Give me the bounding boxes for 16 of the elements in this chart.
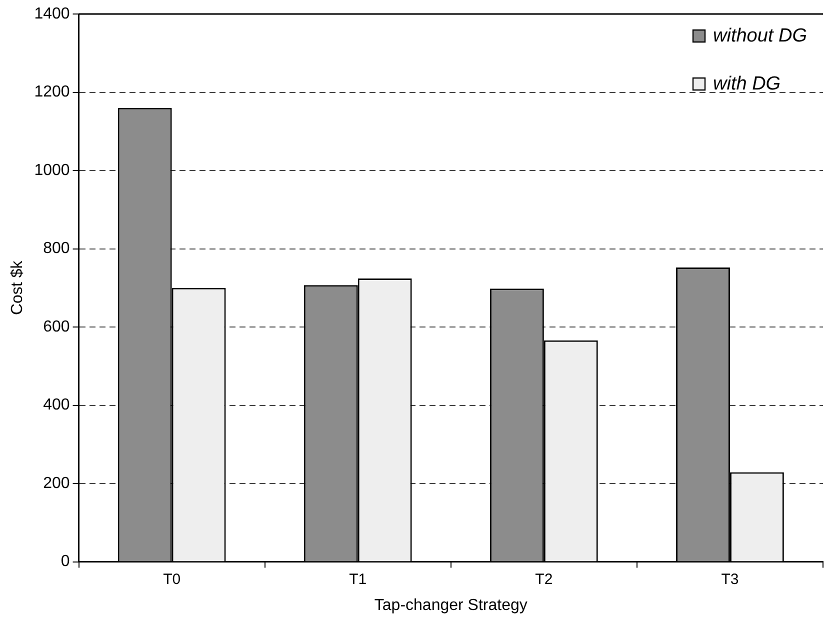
y-tick-label: 1400 (34, 5, 70, 22)
x-tick-label: T2 (535, 570, 553, 588)
legend-label: without DG (713, 25, 808, 46)
y-tick-label: 600 (43, 318, 70, 336)
y-tick-label: 800 (43, 240, 70, 258)
y-tick-label: 200 (43, 474, 70, 492)
y-tick-label: 1200 (34, 84, 70, 101)
y-tick-label: 0 (60, 553, 70, 570)
x-tick-label: T3 (721, 570, 739, 588)
y-axis-title: Cost $k (9, 260, 26, 316)
x-tick-label: T0 (163, 570, 181, 588)
y-tick-label: 1000 (34, 162, 70, 179)
x-axis-title: Tap-changer Strategy (374, 596, 528, 614)
y-tick-label: 400 (43, 396, 70, 414)
x-tick-label: T1 (349, 570, 367, 588)
legend-label: with DG (713, 73, 781, 94)
